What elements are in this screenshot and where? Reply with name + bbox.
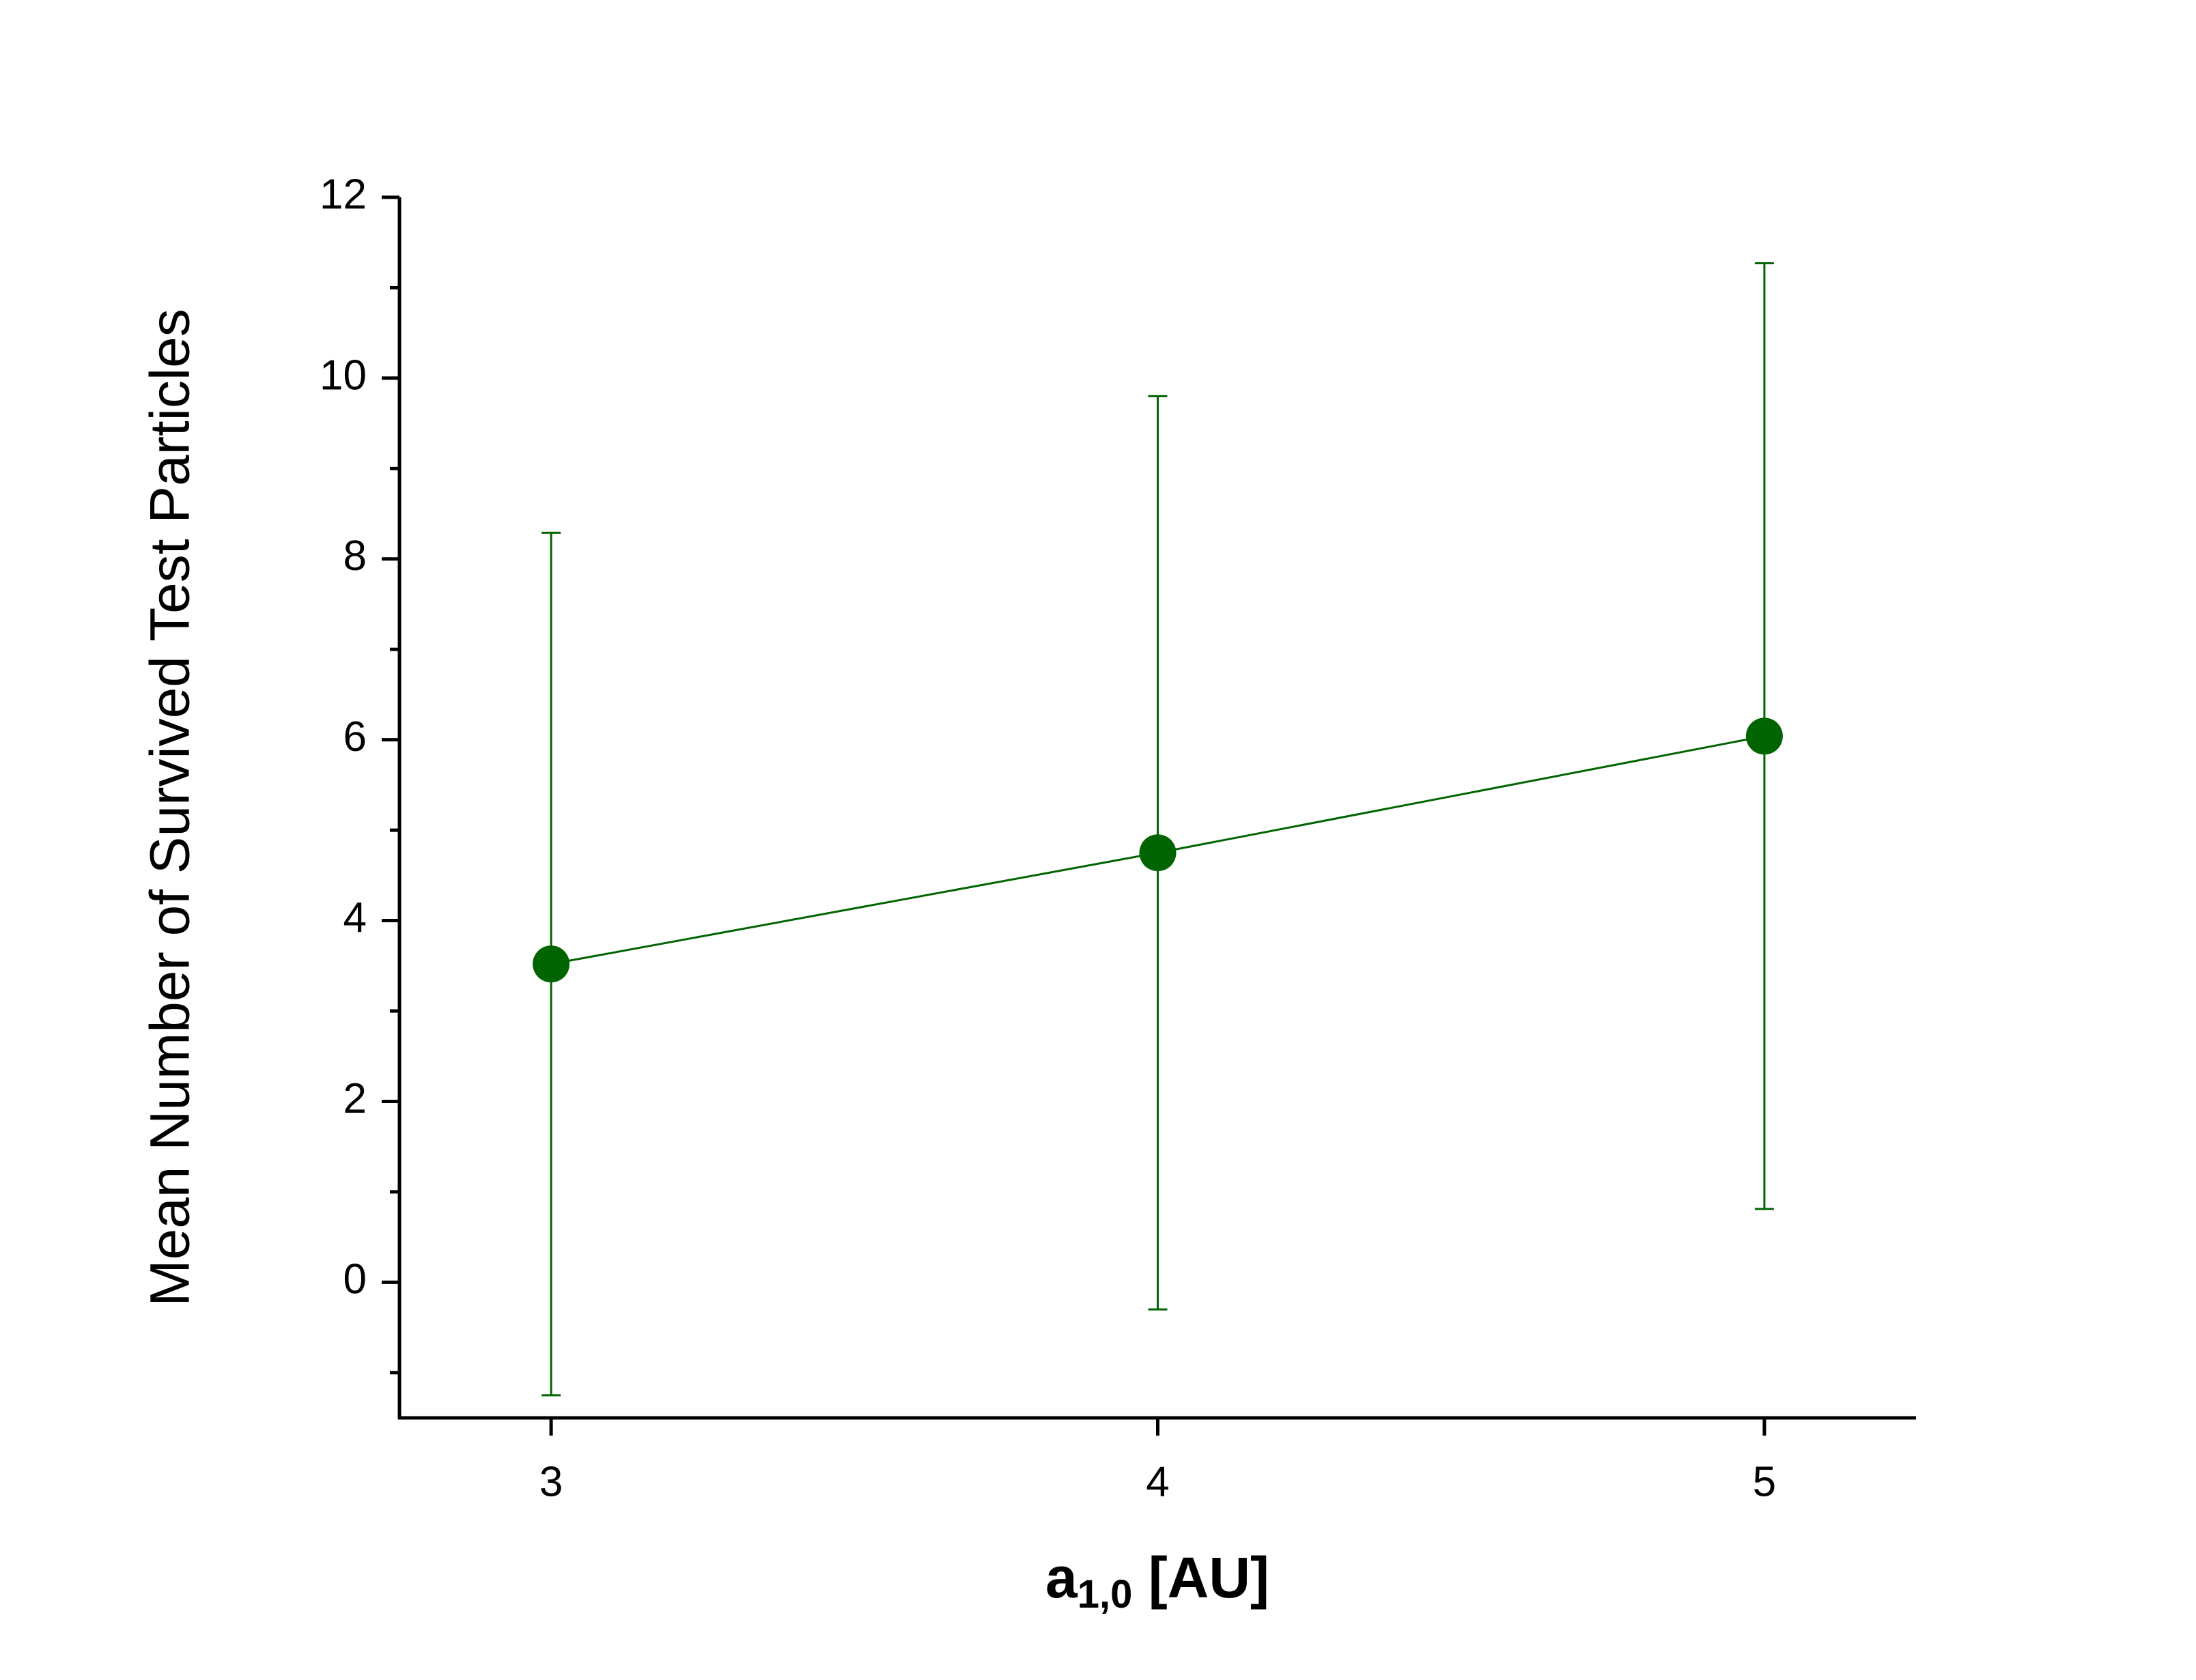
y-tick-label: 4	[343, 894, 367, 941]
y-tick-label: 8	[343, 532, 367, 580]
x-axis-label: a1,0 [AU]	[1045, 1546, 1269, 1617]
point	[533, 945, 570, 983]
x-tick-label: 5	[1753, 1458, 1776, 1505]
y-tick-label: 0	[343, 1256, 367, 1303]
y-axis-label: Mean Number of Survived Test Particles	[139, 309, 201, 1306]
y-tick-label: 12	[320, 171, 367, 218]
x-label-rest: [AU]	[1132, 1546, 1269, 1610]
point	[1139, 834, 1177, 872]
point	[1745, 717, 1783, 755]
x-label-subscript: 1,0	[1078, 1572, 1133, 1617]
y-tick-label: 6	[343, 713, 367, 760]
x-tick-label: 4	[1146, 1458, 1169, 1505]
y-tick-label: 2	[343, 1075, 367, 1122]
x-label-base: a	[1045, 1546, 1078, 1610]
x-tick-label: 3	[539, 1458, 563, 1505]
y-tick-label: 10	[320, 352, 367, 399]
